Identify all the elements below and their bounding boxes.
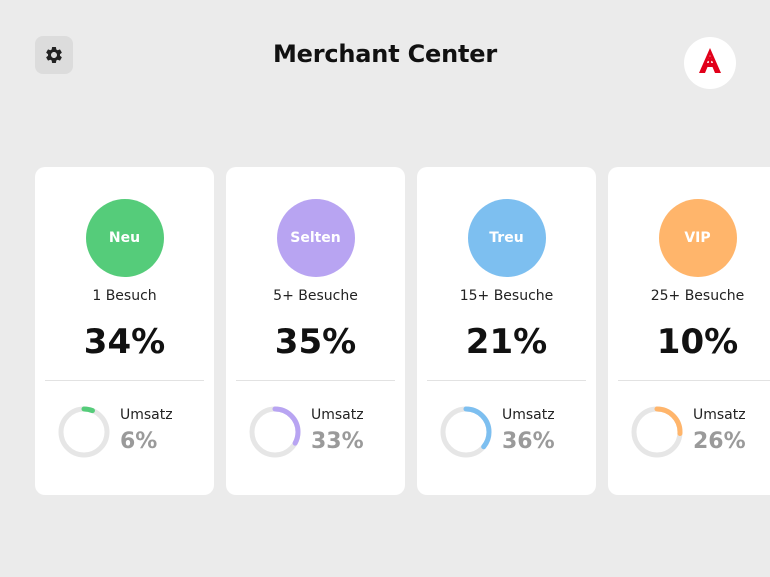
revenue-value: 33% (311, 429, 364, 454)
divider (236, 380, 395, 381)
revenue-label: Umsatz (693, 407, 746, 423)
customer-share: 34% (83, 322, 166, 362)
revenue-ring (249, 406, 301, 458)
revenue-ring-progress (631, 406, 683, 458)
revenue-value: 6% (120, 429, 158, 454)
revenue-ring-track (58, 406, 110, 458)
customer-share: 35% (274, 322, 357, 362)
divider (45, 380, 204, 381)
revenue-ring-progress (249, 406, 301, 458)
segment-cards: Neu 1 Besuch 34% Umsatz 6% Selten 5+ Bes… (35, 167, 770, 495)
segment-badge: VIP (658, 199, 737, 277)
revenue-label: Umsatz (120, 407, 173, 423)
revenue-ring (58, 406, 110, 458)
apotheke-a-logo-icon (695, 46, 725, 80)
pharmacy-logo[interactable] (684, 37, 736, 89)
revenue-ring-progress (58, 406, 110, 458)
segment-card-treu[interactable]: Treu 15+ Besuche 21% Umsatz 36% (417, 167, 596, 495)
customer-share: 10% (656, 322, 739, 362)
gear-icon (44, 45, 64, 65)
revenue-value: 36% (502, 429, 555, 454)
segment-card-vip[interactable]: VIP 25+ Besuche 10% Umsatz 26% (608, 167, 770, 495)
visits-label: 5+ Besuche (273, 288, 358, 304)
revenue-label: Umsatz (311, 407, 364, 423)
revenue-ring (631, 406, 683, 458)
divider (618, 380, 770, 381)
segment-badge: Treu (467, 199, 546, 277)
segment-card-neu[interactable]: Neu 1 Besuch 34% Umsatz 6% (35, 167, 214, 495)
revenue-value: 26% (693, 429, 746, 454)
visits-label: 25+ Besuche (650, 288, 745, 304)
segment-card-selten[interactable]: Selten 5+ Besuche 35% Umsatz 33% (226, 167, 405, 495)
visits-label: 1 Besuch (92, 288, 157, 304)
page-title: Merchant Center (273, 40, 497, 68)
revenue-ring (440, 406, 492, 458)
divider (427, 380, 586, 381)
revenue-ring-progress (440, 406, 492, 458)
segment-badge: Neu (85, 199, 164, 277)
segment-badge: Selten (276, 199, 355, 277)
settings-button[interactable] (35, 36, 73, 74)
revenue-label: Umsatz (502, 407, 555, 423)
customer-share: 21% (465, 322, 548, 362)
visits-label: 15+ Besuche (459, 288, 554, 304)
